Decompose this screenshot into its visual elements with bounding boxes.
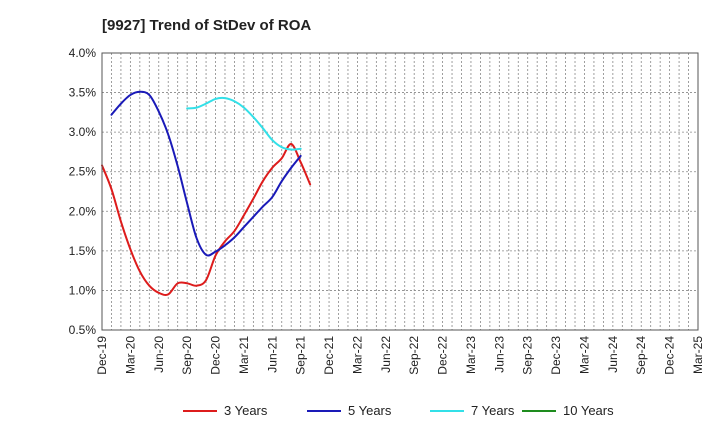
- y-tick-label: 3.5%: [69, 86, 97, 100]
- y-tick-label: 1.5%: [69, 244, 97, 258]
- y-tick-label: 4.0%: [69, 46, 97, 60]
- x-tick-label: Jun-20: [152, 336, 166, 373]
- series-line-3-years: [101, 143, 312, 297]
- series-line-7-years: [186, 96, 302, 151]
- y-tick-label: 1.0%: [69, 283, 97, 297]
- x-tick-label: Jun-24: [606, 336, 620, 373]
- x-tick-label: Sep-21: [294, 336, 308, 375]
- x-axis-ticks: Dec-19 Mar-20 Jun-20 Sep-20 Dec-20 Mar-21 Jun-…: [95, 336, 705, 375]
- x-tick-label: Mar-23: [464, 336, 478, 374]
- x-tick-label: Sep-24: [634, 336, 648, 375]
- legend-label: 5 Years: [348, 403, 392, 418]
- x-tick-label: Dec-24: [663, 336, 677, 375]
- x-tick-label: Dec-22: [436, 336, 450, 375]
- y-tick-label: 0.5%: [69, 323, 97, 337]
- x-tick-label: Mar-20: [123, 336, 137, 374]
- x-tick-label: Mar-25: [691, 336, 705, 374]
- legend-label: 10 Years: [563, 403, 614, 418]
- y-tick-label: 2.5%: [69, 165, 97, 179]
- x-tick-label: Sep-20: [180, 336, 194, 375]
- legend: 3 Years 5 Years 7 Years 10 Years: [183, 403, 614, 418]
- x-tick-label: Jun-22: [379, 336, 393, 373]
- x-tick-label: Dec-23: [549, 336, 563, 375]
- legend-label: 3 Years: [224, 403, 268, 418]
- x-tick-label: Mar-21: [237, 336, 251, 374]
- series-lines: [101, 90, 312, 297]
- legend-label: 7 Years: [471, 403, 515, 418]
- chart-title: [9927] Trend of StDev of ROA: [102, 17, 311, 34]
- x-tick-label: Jun-21: [265, 336, 279, 373]
- x-tick-label: Mar-22: [350, 336, 364, 374]
- x-tick-label: Sep-22: [407, 336, 421, 375]
- plot-frame: [101, 52, 699, 331]
- y-tick-label: 3.0%: [69, 125, 97, 139]
- x-tick-label: Sep-23: [521, 336, 535, 375]
- y-tick-label: 2.0%: [69, 204, 97, 218]
- grid: [102, 53, 698, 330]
- x-tick-label: Jun-23: [492, 336, 506, 373]
- x-tick-label: Dec-19: [95, 336, 109, 375]
- x-tick-label: Dec-21: [322, 336, 336, 375]
- x-tick-label: Dec-20: [209, 336, 223, 375]
- x-tick-label: Mar-24: [577, 336, 591, 374]
- series-line-5-years: [110, 90, 302, 257]
- y-axis-ticks: 4.0% 3.5% 3.0% 2.5% 2.0% 1.5% 1.0% 0.5%: [69, 46, 97, 337]
